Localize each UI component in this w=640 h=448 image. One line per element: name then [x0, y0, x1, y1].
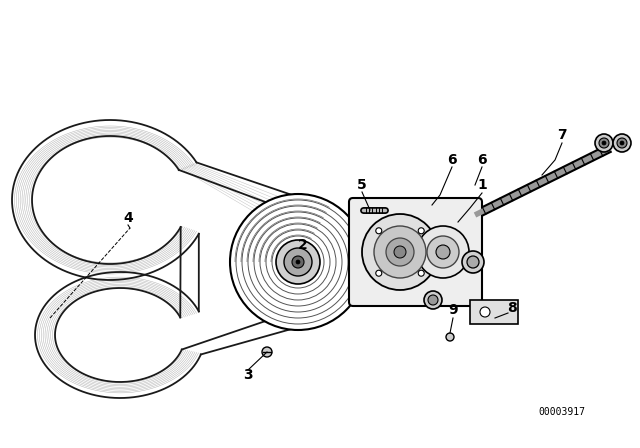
- Circle shape: [428, 295, 438, 305]
- Circle shape: [480, 307, 490, 317]
- Circle shape: [276, 240, 320, 284]
- Text: 9: 9: [448, 303, 458, 317]
- Circle shape: [620, 141, 624, 145]
- Circle shape: [292, 256, 304, 268]
- Circle shape: [446, 333, 454, 341]
- Polygon shape: [12, 120, 199, 280]
- FancyBboxPatch shape: [470, 300, 518, 324]
- Circle shape: [595, 134, 613, 152]
- Text: 00003917: 00003917: [539, 407, 586, 417]
- FancyBboxPatch shape: [349, 198, 482, 306]
- Text: 8: 8: [507, 301, 517, 315]
- Circle shape: [296, 260, 300, 264]
- Text: 2: 2: [298, 238, 308, 252]
- Circle shape: [374, 226, 426, 278]
- Circle shape: [418, 270, 424, 276]
- Text: 3: 3: [243, 368, 253, 382]
- Text: 1: 1: [477, 178, 487, 192]
- Circle shape: [230, 194, 366, 330]
- Circle shape: [284, 248, 312, 276]
- Circle shape: [394, 246, 406, 258]
- Polygon shape: [35, 272, 201, 398]
- Text: 4: 4: [123, 211, 133, 225]
- Circle shape: [418, 228, 424, 234]
- Text: 6: 6: [447, 153, 457, 167]
- Circle shape: [436, 245, 450, 259]
- Text: 5: 5: [357, 178, 367, 192]
- Circle shape: [424, 291, 442, 309]
- Circle shape: [417, 226, 469, 278]
- Circle shape: [427, 236, 459, 268]
- Circle shape: [599, 138, 609, 148]
- Circle shape: [262, 347, 272, 357]
- Circle shape: [362, 214, 438, 290]
- Text: 6: 6: [477, 153, 487, 167]
- Circle shape: [376, 228, 382, 234]
- Circle shape: [376, 270, 382, 276]
- Circle shape: [386, 238, 414, 266]
- Circle shape: [467, 256, 479, 268]
- Circle shape: [617, 138, 627, 148]
- Circle shape: [462, 251, 484, 273]
- Circle shape: [602, 141, 606, 145]
- Circle shape: [613, 134, 631, 152]
- Text: 7: 7: [557, 128, 567, 142]
